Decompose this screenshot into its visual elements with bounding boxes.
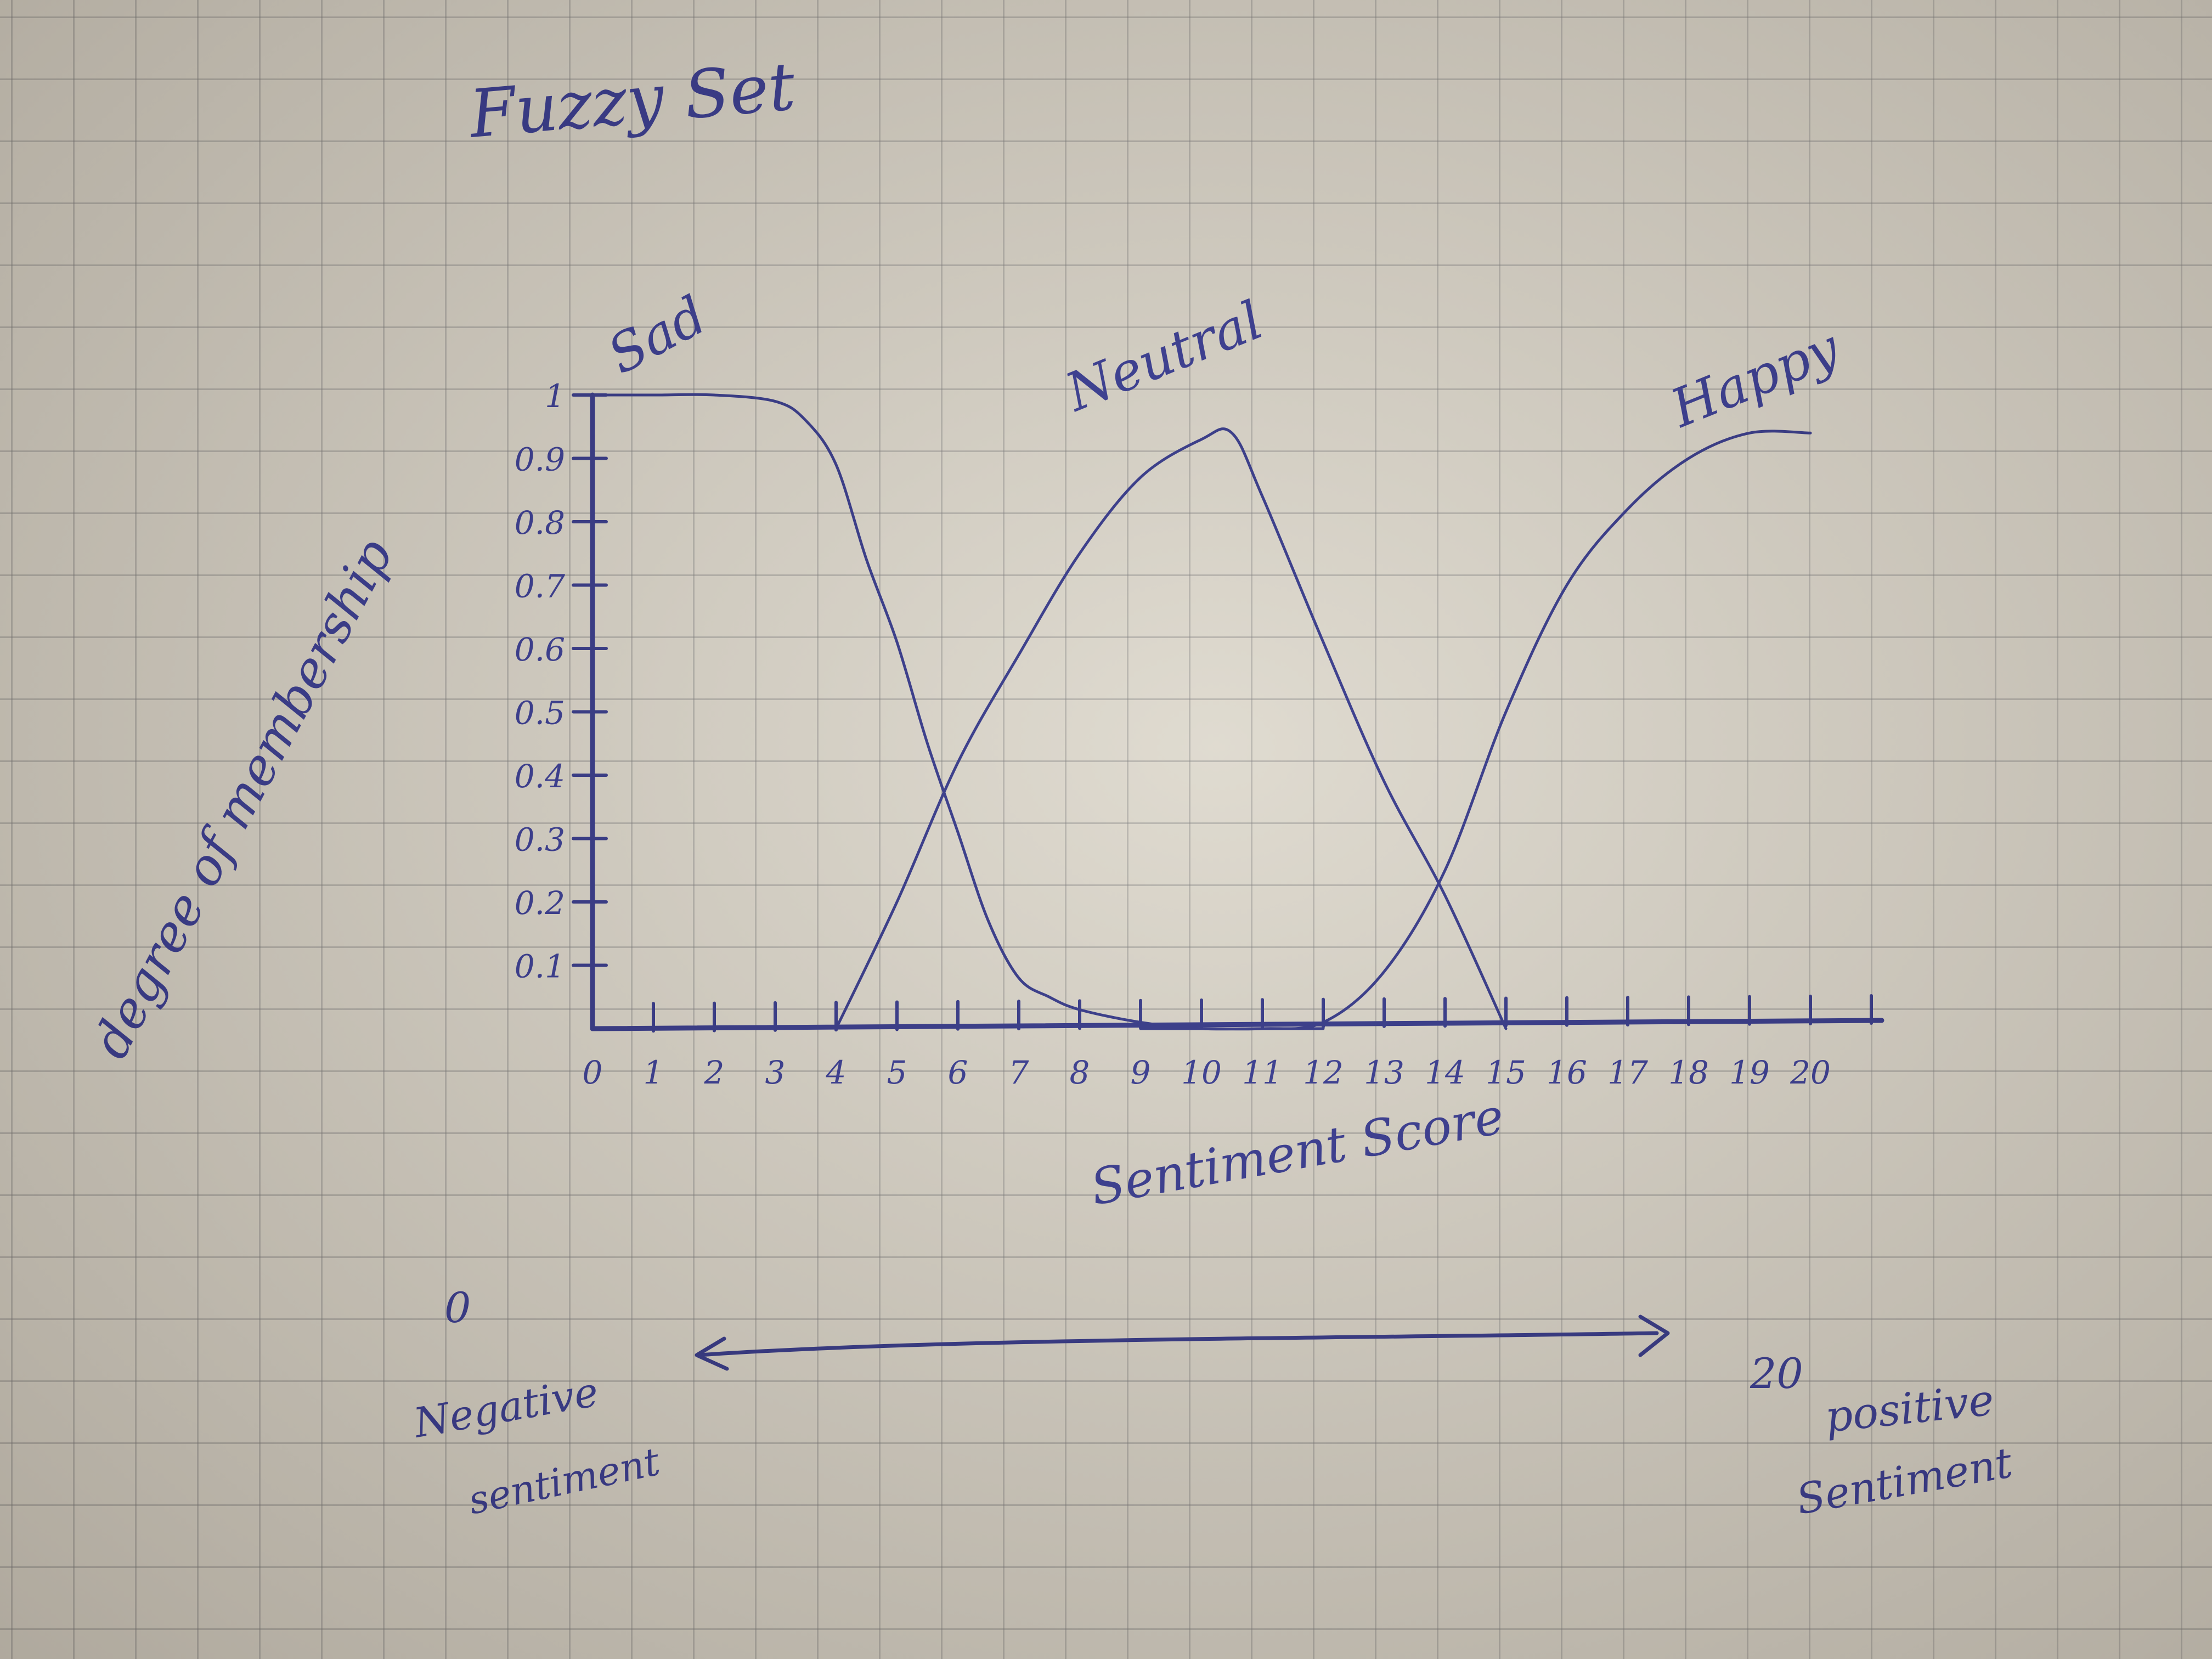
y-tick-label: 0.4 bbox=[515, 758, 565, 795]
scale-right-label-1: positive bbox=[1823, 1375, 1996, 1442]
y-tick-label: 0.5 bbox=[515, 695, 565, 732]
x-tick-label: 16 bbox=[1547, 1054, 1587, 1091]
x-axis-label: Sentiment Score bbox=[1087, 1087, 1508, 1217]
series-line-sad bbox=[591, 393, 1325, 1031]
x-tick-label: 18 bbox=[1668, 1054, 1709, 1091]
y-axis-label: degree of membership bbox=[81, 529, 404, 1068]
x-tick-label: 5 bbox=[887, 1054, 907, 1091]
y-tick-label: 0.2 bbox=[515, 884, 565, 922]
y-ticks: 0.1 0.2 0.3 0.4 0.5 0.6 0.7 0.8 0.9 1 bbox=[515, 377, 608, 985]
series-lines bbox=[591, 393, 1812, 1031]
series-label-happy: Happy bbox=[1662, 317, 1848, 439]
scale-right-value: 20 bbox=[1750, 1349, 1803, 1398]
x-tick-label: 11 bbox=[1242, 1054, 1283, 1091]
x-ticks: 0 1 2 3 4 5 6 7 8 9 10 11 12 13 14 15 16 17 18 19 20 bbox=[583, 994, 1873, 1091]
x-tick-label: 14 bbox=[1425, 1054, 1465, 1091]
y-tick-label: 0.9 bbox=[515, 441, 565, 478]
scale-arrow-line bbox=[697, 1331, 1659, 1357]
series-line-happy bbox=[1139, 430, 1812, 1031]
x-tick-label: 4 bbox=[826, 1054, 847, 1091]
y-tick-label: 0.3 bbox=[515, 821, 565, 859]
x-tick-label: 7 bbox=[1009, 1054, 1029, 1091]
x-tick-label: 10 bbox=[1181, 1054, 1222, 1091]
x-tick-label: 2 bbox=[704, 1054, 725, 1091]
x-tick-label: 1 bbox=[644, 1054, 664, 1091]
sentiment-scale: 0 Negative sentiment 20 positive Sentime… bbox=[409, 1283, 2016, 1524]
x-tick-label: 15 bbox=[1486, 1054, 1526, 1091]
y-tick-label: 0.1 bbox=[515, 948, 565, 985]
chart-title: Fuzzy Set bbox=[465, 49, 798, 154]
x-axis-line bbox=[590, 1018, 1884, 1031]
x-tick-label: 13 bbox=[1364, 1054, 1404, 1091]
scale-arrow-left-head bbox=[695, 1336, 729, 1371]
x-tick-label: 8 bbox=[1070, 1054, 1090, 1091]
x-tick-label: 17 bbox=[1607, 1054, 1648, 1091]
x-tick-label: 6 bbox=[948, 1054, 968, 1091]
scale-left-label-1: Negative bbox=[409, 1368, 602, 1447]
axes bbox=[590, 392, 1884, 1031]
series-labels: Sad Neutral Happy bbox=[598, 284, 1848, 440]
x-tick-label: 0 bbox=[583, 1054, 603, 1091]
x-tick-label: 19 bbox=[1729, 1054, 1770, 1091]
series-line-neutral bbox=[834, 427, 1508, 1030]
scale-left-label-2: sentiment bbox=[464, 1439, 664, 1523]
series-label-sad: Sad bbox=[598, 284, 716, 386]
scale-arrow-right-head bbox=[1638, 1314, 1670, 1357]
x-tick-label: 20 bbox=[1790, 1054, 1831, 1091]
x-tick-label: 9 bbox=[1131, 1054, 1151, 1091]
series-label-neutral: Neutral bbox=[1056, 289, 1271, 424]
x-tick-label: 3 bbox=[765, 1054, 786, 1091]
y-tick-label: 0.6 bbox=[515, 631, 565, 668]
scale-right-label-2: Sentiment bbox=[1793, 1438, 2016, 1524]
y-tick-label: 0.7 bbox=[515, 568, 565, 605]
y-tick-label: 0.8 bbox=[515, 504, 565, 541]
scale-left-value: 0 bbox=[444, 1283, 471, 1332]
y-tick-label: 1 bbox=[545, 377, 565, 415]
x-tick-label: 12 bbox=[1303, 1054, 1344, 1091]
